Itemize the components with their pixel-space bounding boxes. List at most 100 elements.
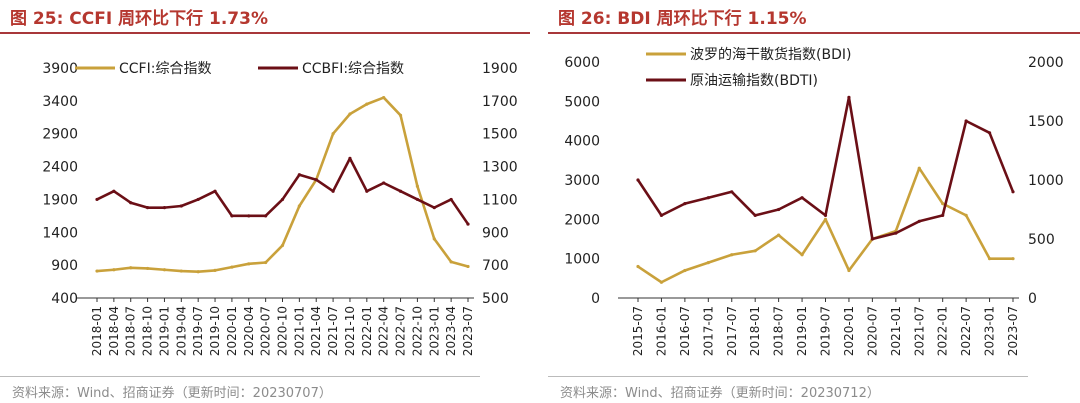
data-point xyxy=(297,173,301,177)
x-tick-label: 2017-01 xyxy=(701,306,715,356)
data-point xyxy=(280,243,285,248)
data-point xyxy=(280,197,285,202)
data-point xyxy=(264,260,268,265)
data-point xyxy=(730,253,734,257)
data-point xyxy=(297,204,301,208)
legend-label: CCBFI:综合指数 xyxy=(302,61,404,77)
y-left-tick-label: 400 xyxy=(51,291,78,307)
x-tick-label: 2019-10 xyxy=(208,306,222,356)
data-point xyxy=(894,231,898,235)
data-point xyxy=(823,213,828,217)
data-point xyxy=(314,178,318,182)
data-point xyxy=(415,184,420,188)
source-divider xyxy=(0,376,480,377)
data-point xyxy=(365,102,369,106)
x-tick-label: 2018-07 xyxy=(124,306,138,356)
data-point xyxy=(777,207,781,212)
y-right-tick-label: 1300 xyxy=(482,160,518,176)
x-tick-label: 2018-10 xyxy=(141,306,155,356)
y-right-tick-label: 1500 xyxy=(1028,114,1064,130)
x-tick-label: 2021-10 xyxy=(343,306,357,356)
data-point xyxy=(730,190,734,194)
x-tick-label: 2018-01 xyxy=(90,306,104,356)
series-line-0 xyxy=(637,166,1013,284)
data-point xyxy=(348,112,352,116)
legend-label: 波罗的海干散货指数(BDI) xyxy=(690,46,851,63)
x-tick-label: 2016-07 xyxy=(678,306,692,356)
y-left-tick-label: 1400 xyxy=(42,225,78,241)
data-point xyxy=(466,264,470,269)
figure-26: 图 26: BDI 周环比下行 1.15% 0 1000 2000 3000 4000 5… xyxy=(548,0,1080,403)
data-point xyxy=(415,197,420,202)
data-point xyxy=(331,132,335,136)
y-left-tick-label: 2000 xyxy=(564,212,600,228)
y-right-tick-label: 500 xyxy=(482,291,509,307)
data-point xyxy=(449,197,453,202)
x-tick-label: 2022-07 xyxy=(394,306,408,356)
y-left-tick-label: 900 xyxy=(51,258,78,274)
x-tick-label: 2021-07 xyxy=(326,306,340,356)
x-tick-label: 2019-04 xyxy=(174,306,188,356)
x-tick-label: 2021-04 xyxy=(309,306,323,356)
data-point xyxy=(753,213,757,217)
data-point xyxy=(941,213,945,217)
data-point xyxy=(129,201,133,205)
x-tick-label: 2019-01 xyxy=(795,306,809,356)
y-left-tick-label: 5000 xyxy=(564,94,600,110)
data-point xyxy=(659,213,664,217)
data-point xyxy=(95,197,99,202)
y-left-tick-label: 1000 xyxy=(564,252,600,268)
y-left-tick-label: 6000 xyxy=(564,55,600,71)
x-tick-label: 2019-07 xyxy=(819,306,833,356)
x-tick-label: 2019-07 xyxy=(191,306,205,356)
data-point xyxy=(917,166,921,170)
x-tick-label: 2020-07 xyxy=(865,306,879,356)
data-point xyxy=(112,189,116,193)
legend-label: CCFI:综合指数 xyxy=(119,61,211,77)
y-right-tick-label: 1000 xyxy=(1028,173,1064,189)
data-point xyxy=(432,206,436,210)
y-right-tick-label: 0 xyxy=(1028,291,1037,307)
x-tick-label: 2021-01 xyxy=(292,306,306,356)
y-left-tick-label: 0 xyxy=(591,291,600,307)
data-point xyxy=(129,266,133,270)
data-point xyxy=(247,262,251,266)
data-point xyxy=(179,204,183,208)
data-point xyxy=(230,265,234,269)
x-tick-label: 2023-07 xyxy=(1006,306,1020,356)
data-point xyxy=(95,269,99,273)
x-tick-label: 2015-07 xyxy=(631,306,645,356)
x-tick-label: 2023-07 xyxy=(461,306,475,356)
x-tick-label: 2020-01 xyxy=(225,306,239,356)
y-right-tick-label: 500 xyxy=(1028,232,1055,248)
data-point xyxy=(964,119,968,123)
data-point xyxy=(753,249,757,253)
data-point xyxy=(706,261,710,265)
y-right-tick-label: 1500 xyxy=(482,127,518,143)
data-point xyxy=(847,95,851,99)
data-point xyxy=(636,178,640,182)
data-point xyxy=(196,270,200,274)
x-tick-label: 2023-04 xyxy=(444,306,458,356)
data-point xyxy=(112,268,116,272)
figure-title: 图 26: BDI 周环比下行 1.15% xyxy=(558,4,807,29)
x-tick-label: 2016-01 xyxy=(654,306,668,356)
y-left-tick-label: 3900 xyxy=(42,61,78,77)
data-point xyxy=(1011,190,1015,194)
bdi-chart: 0 1000 2000 3000 4000 5000 6000 0 500 1000 1500 200… xyxy=(564,46,1064,356)
data-point xyxy=(331,189,335,193)
figure-number: 图 26: xyxy=(558,9,612,29)
data-point xyxy=(162,206,167,210)
data-point xyxy=(382,95,386,100)
title-divider xyxy=(0,32,530,34)
x-tick-label: 2022-04 xyxy=(377,306,391,356)
data-point xyxy=(382,181,386,185)
source-note: 资料来源：Wind、招商证券（更新时间：20230707） xyxy=(12,386,332,401)
x-tick-label: 2022-01 xyxy=(936,306,950,356)
data-point xyxy=(348,156,352,160)
data-point xyxy=(683,202,687,206)
data-point xyxy=(800,253,804,257)
y-right-tick-label: 700 xyxy=(482,258,509,274)
data-point xyxy=(213,268,217,272)
figure-25: 图 25: CCFI 周环比下行 1.73% 400 900 1400 1900 240… xyxy=(0,0,530,403)
